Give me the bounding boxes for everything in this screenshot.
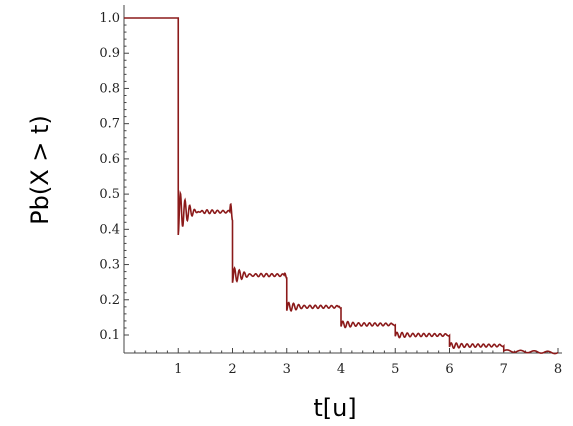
tick-labels: 0.1 0.2 0.3 0.4 0.5 0.6 0.7 0.8 0.9 1.0 1 2 3 4 5 6 7 8 xyxy=(99,11,562,377)
axes xyxy=(124,5,562,353)
x-tick-label: 6 xyxy=(445,362,453,377)
y-tick-label: 0.2 xyxy=(99,293,120,308)
y-axis-title: Pb(X > t) xyxy=(26,115,54,225)
series-line xyxy=(124,18,558,354)
y-tick-label: 0.8 xyxy=(99,81,120,96)
y-tick-label: 0.1 xyxy=(99,328,120,343)
y-tick-label: 1.0 xyxy=(99,11,120,26)
x-tick-label: 5 xyxy=(391,362,399,377)
x-tick-label: 4 xyxy=(337,362,345,377)
series-points xyxy=(123,17,558,353)
x-axis-title: t[u] xyxy=(313,394,356,422)
y-tick-label: 0.3 xyxy=(99,258,120,273)
y-tick-label: 0.4 xyxy=(99,222,120,237)
y-tick-label: 0.9 xyxy=(99,46,120,61)
x-tick-label: 7 xyxy=(500,362,508,377)
x-tick-label: 3 xyxy=(283,362,291,377)
x-tick-label: 1 xyxy=(174,362,182,377)
x-tick-label: 8 xyxy=(554,362,562,377)
y-tick-label: 0.7 xyxy=(99,117,120,132)
ticks xyxy=(124,18,558,353)
y-tick-label: 0.6 xyxy=(99,152,120,167)
y-tick-label: 0.5 xyxy=(99,187,120,202)
x-tick-label: 2 xyxy=(228,362,236,377)
